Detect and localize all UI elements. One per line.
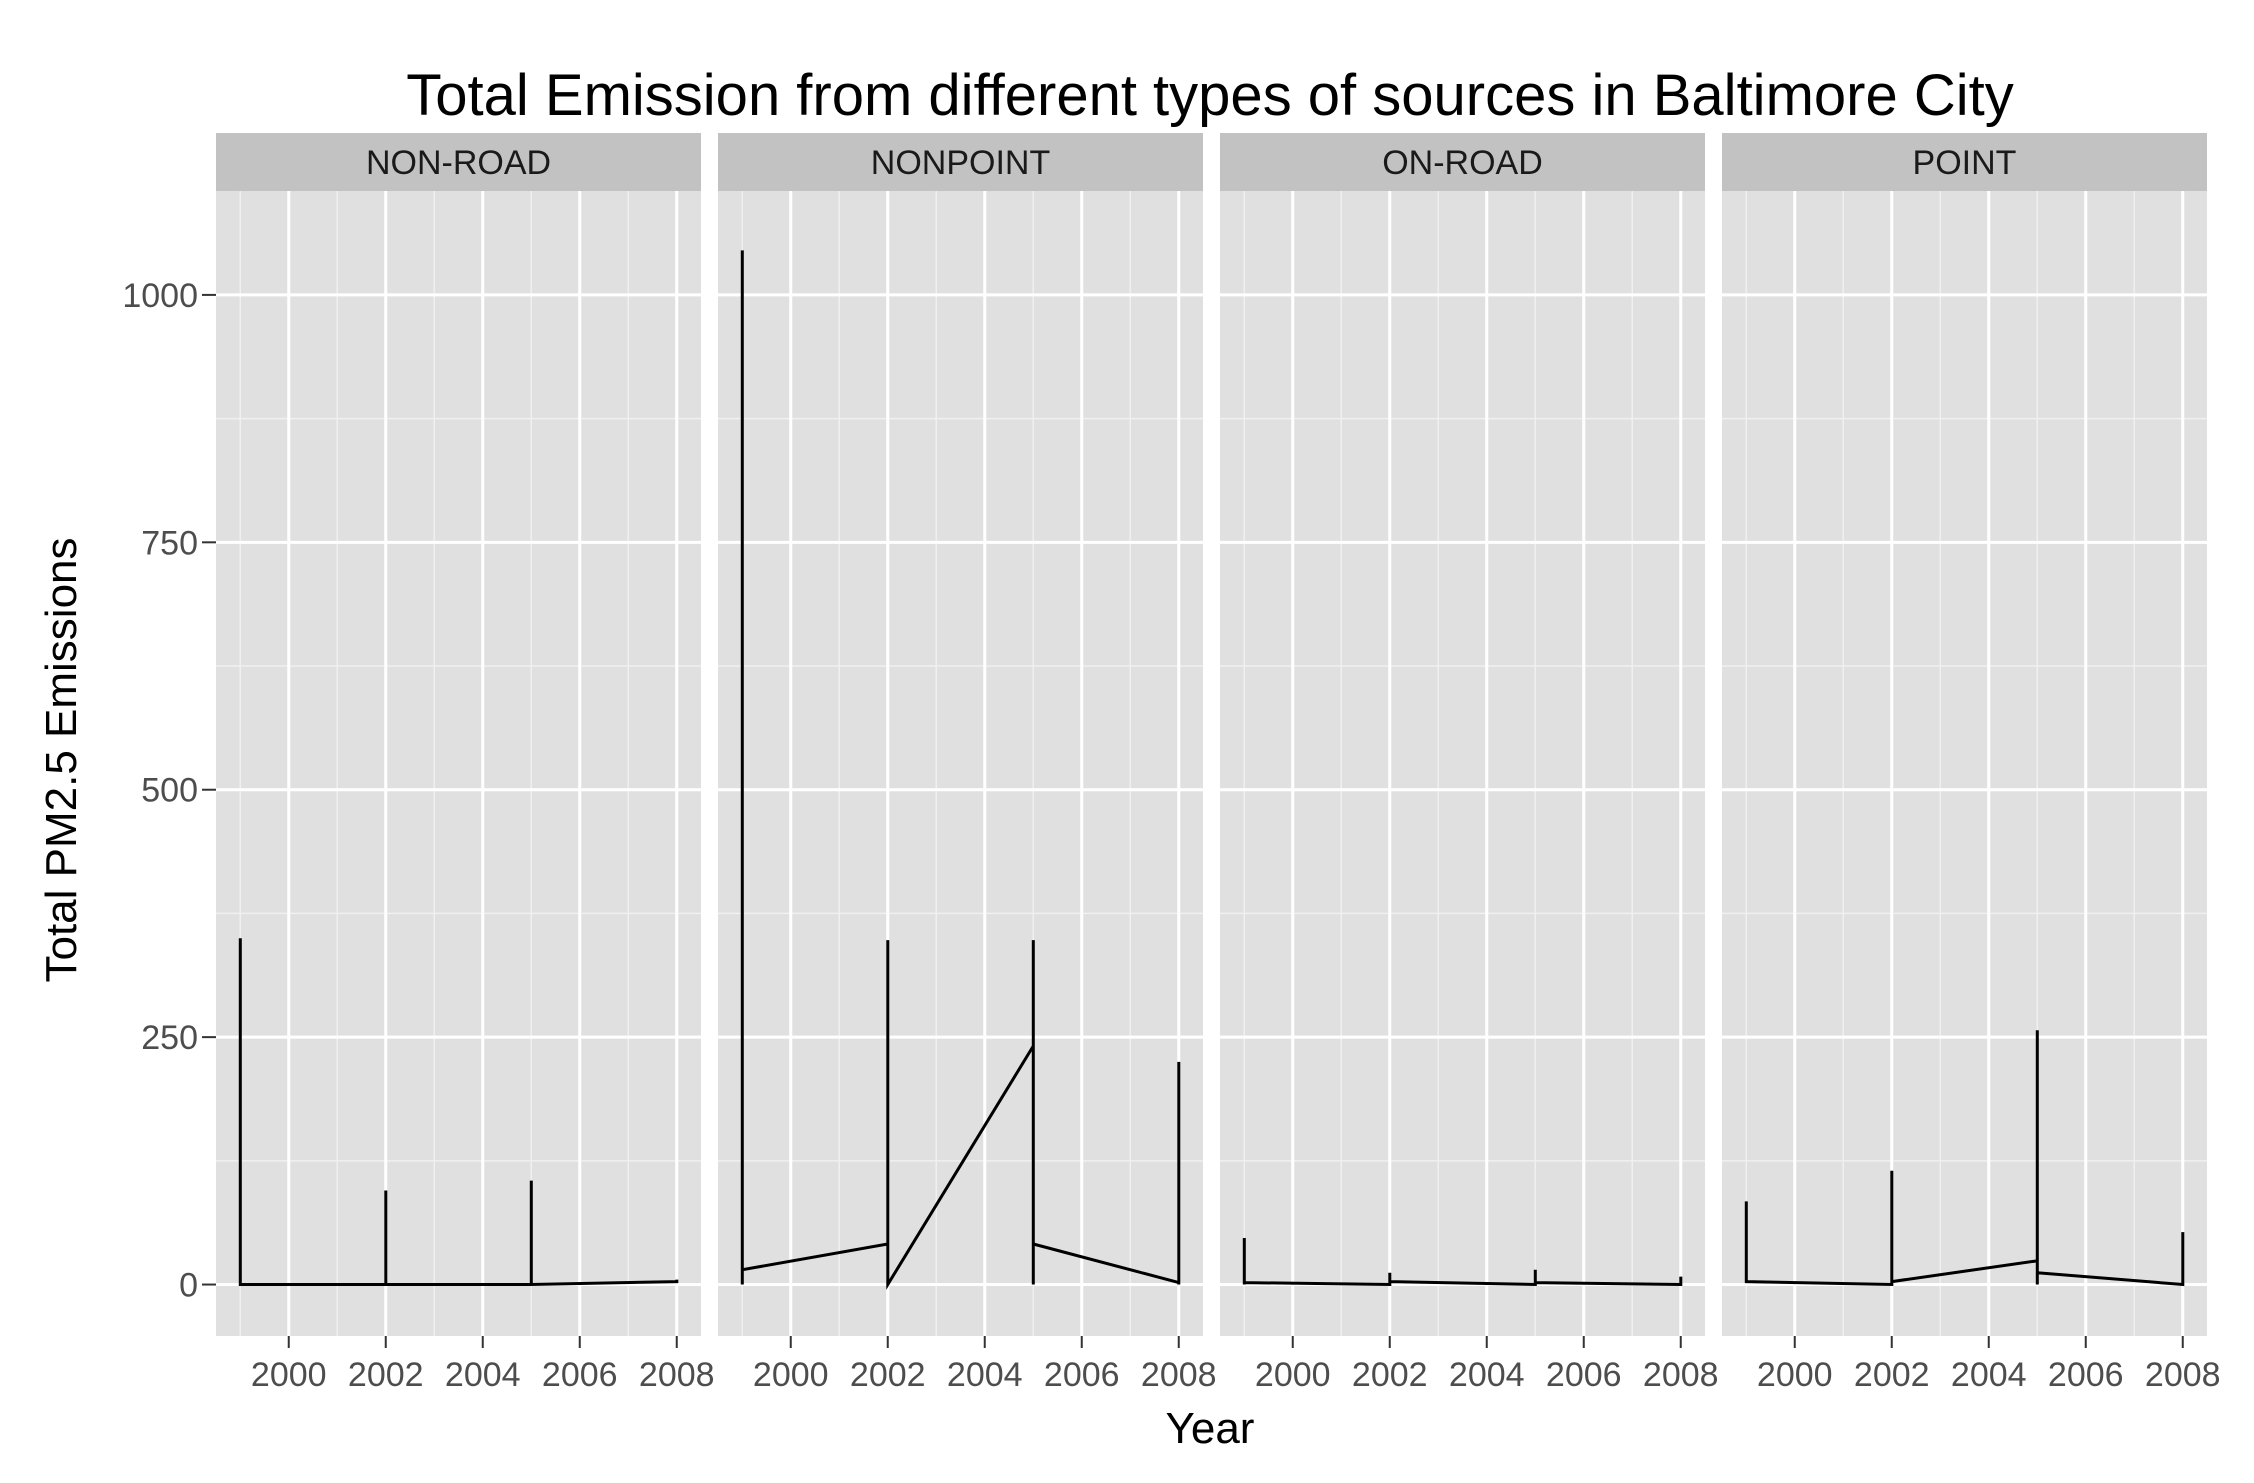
x-tick-label: 2002 (1352, 1356, 1428, 1394)
facet-panel-nonpoint: NONPOINT 2000 2002 2004 2006 2008 (718, 133, 1217, 1394)
x-tick-label: 2000 (753, 1356, 829, 1394)
x-tick-label: 2000 (251, 1356, 327, 1394)
facet-panel-point: POINT 2000 2002 2004 2006 2008 (1722, 133, 2221, 1394)
facet-panels: NON-ROAD 2000 2002 2004 2006 2008 NONPOINT 2000… (216, 133, 2221, 1394)
panel-background (718, 191, 1203, 1336)
y-tick-label: 1000 (122, 277, 198, 315)
x-tick-label: 2002 (850, 1356, 926, 1394)
facet-strip-label: ON-ROAD (1382, 144, 1543, 182)
y-tick-label: 500 (141, 772, 198, 810)
x-tick-label: 2008 (1643, 1356, 1719, 1394)
x-tick-label: 2000 (1255, 1356, 1331, 1394)
facet-strip-label: NONPOINT (871, 144, 1050, 182)
y-axis: 0 250 500 750 1000 (122, 277, 216, 1305)
y-tick-label: 0 (179, 1267, 198, 1305)
panel-background (216, 191, 701, 1336)
series-line (740, 250, 1181, 1290)
y-axis-title: Total PM2.5 Emissions (37, 537, 86, 982)
x-tick-label: 2004 (1951, 1356, 2027, 1394)
facet-panel-non-road: NON-ROAD 2000 2002 2004 2006 2008 (216, 133, 715, 1394)
facet-strip-label: POINT (1913, 144, 2017, 182)
x-tick-label: 2004 (947, 1356, 1023, 1394)
facet-strip-label: NON-ROAD (366, 144, 551, 182)
x-axis-title: Year (1166, 1404, 1255, 1453)
y-tick-label: 250 (141, 1019, 198, 1057)
x-tick-label: 2006 (1044, 1356, 1120, 1394)
x-tick-label: 2004 (1449, 1356, 1525, 1394)
facet-strip (1220, 133, 1705, 191)
x-tick-label: 2004 (445, 1356, 521, 1394)
panel-background (1220, 191, 1705, 1336)
series-line (1744, 1030, 2185, 1287)
x-tick-label: 2006 (1546, 1356, 1622, 1394)
x-tick-label: 2006 (2048, 1356, 2124, 1394)
facet-panel-on-road: ON-ROAD 2000 2002 2004 2006 2008 (1220, 133, 1719, 1394)
panel-background (1722, 191, 2207, 1336)
facet-strip (216, 133, 701, 191)
x-tick-label: 2000 (1757, 1356, 1833, 1394)
x-tick-label: 2008 (2145, 1356, 2221, 1394)
x-tick-label: 2006 (542, 1356, 618, 1394)
x-tick-label: 2002 (348, 1356, 424, 1394)
series-line (1242, 1238, 1683, 1287)
facet-strip (718, 133, 1203, 191)
chart-title: Total Emission from different types of s… (406, 63, 2013, 128)
x-tick-label: 2008 (1141, 1356, 1217, 1394)
y-tick-label: 750 (141, 524, 198, 562)
series-line (238, 938, 679, 1287)
x-tick-label: 2002 (1854, 1356, 1930, 1394)
facet-strip (1722, 133, 2207, 191)
x-tick-label: 2008 (639, 1356, 715, 1394)
